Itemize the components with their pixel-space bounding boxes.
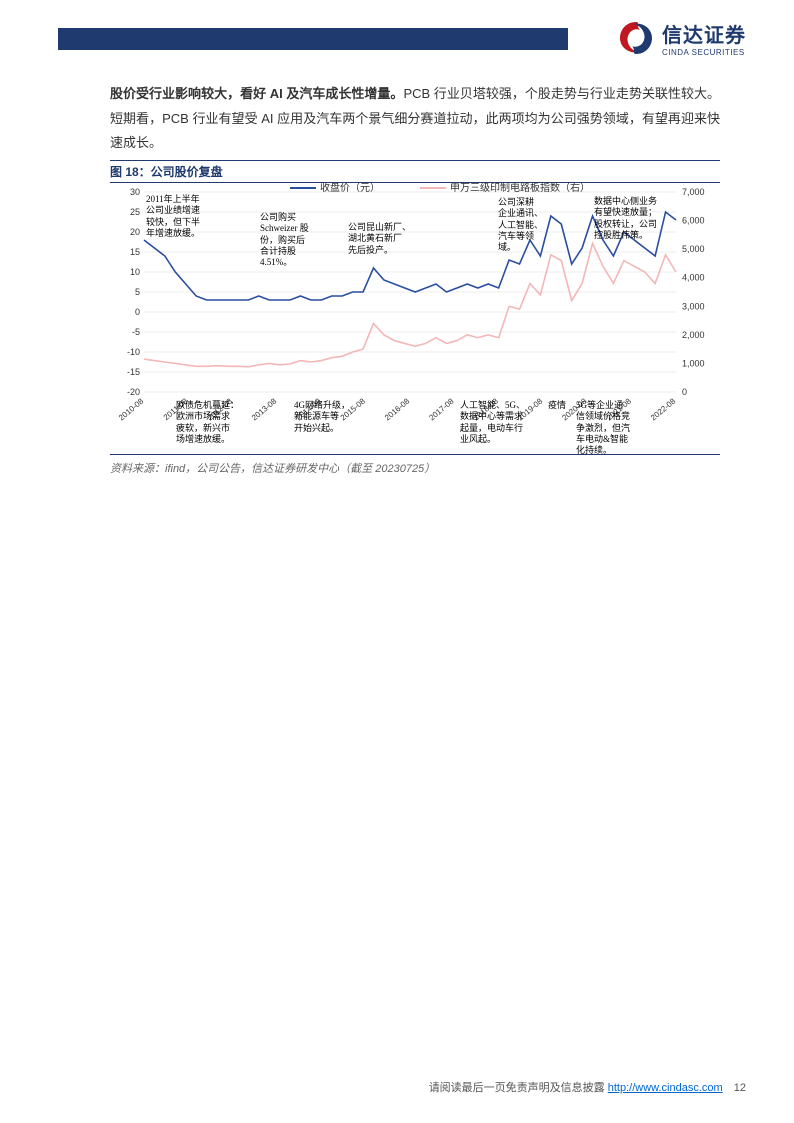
svg-text:4,000: 4,000 xyxy=(682,273,705,283)
page-footer: 请阅读最后一页免责声明及信息披露 http://www.cindasc.com … xyxy=(429,1079,746,1095)
svg-text:-15: -15 xyxy=(127,367,140,377)
chart-annotation: 欧债危机蔓延： 欧洲市场需求 疲软，新兴市 场增速放缓。 xyxy=(176,400,239,445)
svg-text:2016-08: 2016-08 xyxy=(383,396,412,422)
page-number: 12 xyxy=(734,1082,746,1094)
svg-text:申万三级印制电路板指数（右）: 申万三级印制电路板指数（右） xyxy=(450,182,590,194)
svg-text:2010-08: 2010-08 xyxy=(117,396,146,422)
svg-text:0: 0 xyxy=(135,307,140,317)
svg-text:2013-08: 2013-08 xyxy=(250,396,279,422)
figure-source: 资料来源：ifind，公司公告，信达证券研发中心（截至 20230725） xyxy=(110,460,435,476)
brand-name-cn: 信达证券 xyxy=(662,19,746,48)
footer-disclaimer: 请阅读最后一页免责声明及信息披露 xyxy=(429,1082,605,1094)
stock-chart: -20 -15 -10 -5 0 5 10 15 20 25 30 0 1,000 2,000 3,000 4… xyxy=(110,182,720,452)
svg-text:2017-08: 2017-08 xyxy=(427,396,456,422)
svg-text:1,000: 1,000 xyxy=(682,358,705,368)
logo-swirl-icon xyxy=(616,18,656,58)
chart-annotation: 公司昆山新厂、 湖北黄石新厂 先后投产。 xyxy=(348,222,411,256)
svg-text:5: 5 xyxy=(135,287,140,297)
header-accent-bar xyxy=(58,28,568,50)
chart-annotation: 公司深耕 企业通讯、 人工智能、 汽车等领 域。 xyxy=(498,197,543,253)
figure-bottom-rule xyxy=(110,454,720,455)
svg-text:收盘价（元）: 收盘价（元） xyxy=(320,182,380,194)
svg-text:6,000: 6,000 xyxy=(682,216,705,226)
chart-annotation: 疫情 xyxy=(548,400,566,411)
svg-text:-20: -20 xyxy=(127,387,140,397)
body-lead-bold: 股价受行业影响较大，看好 AI 及汽车成长性增量。 xyxy=(110,86,403,101)
svg-text:10: 10 xyxy=(130,267,140,277)
svg-text:3,000: 3,000 xyxy=(682,301,705,311)
figure-title: 图 18：公司股价复盘 xyxy=(110,165,223,179)
svg-text:0: 0 xyxy=(682,387,687,397)
svg-text:2,000: 2,000 xyxy=(682,330,705,340)
footer-link[interactable]: http://www.cindasc.com xyxy=(608,1082,723,1094)
body-paragraph: 股价受行业影响较大，看好 AI 及汽车成长性增量。PCB 行业贝塔较强，个股走势… xyxy=(110,82,720,156)
chart-annotation: 数据中心侧业务 有望快速放量； 股权转让，公司 控股胜伟策。 xyxy=(594,196,657,241)
figure-title-row: 图 18：公司股价复盘 xyxy=(110,160,720,183)
svg-text:2022-08: 2022-08 xyxy=(649,396,678,422)
chart-annotation: 5G等企业通 信领域价格竞 争激烈，但汽 车电动&智能 化持续。 xyxy=(576,400,630,456)
chart-annotation: 人工智能、5G、 数据中心等需求 起量，电动车行 业风起。 xyxy=(460,400,525,445)
brand-logo: 信达证券 CINDA SECURITIES xyxy=(616,18,746,58)
svg-text:25: 25 xyxy=(130,207,140,217)
chart-annotation: 4G网络升级， 新能源车等 开始兴起。 xyxy=(294,400,350,434)
svg-text:5,000: 5,000 xyxy=(682,244,705,254)
brand-name-en: CINDA SECURITIES xyxy=(662,48,746,57)
svg-text:7,000: 7,000 xyxy=(682,187,705,197)
chart-annotation: 公司购买 Schweizer 股 份，购买后 合计持股 4.51%。 xyxy=(260,212,309,268)
svg-text:30: 30 xyxy=(130,187,140,197)
svg-text:-10: -10 xyxy=(127,347,140,357)
svg-text:20: 20 xyxy=(130,227,140,237)
svg-text:-5: -5 xyxy=(132,327,140,337)
svg-text:15: 15 xyxy=(130,247,140,257)
chart-annotation: 2011年上半年 公司业绩增速 较快，但下半 年增速放缓。 xyxy=(146,194,200,239)
